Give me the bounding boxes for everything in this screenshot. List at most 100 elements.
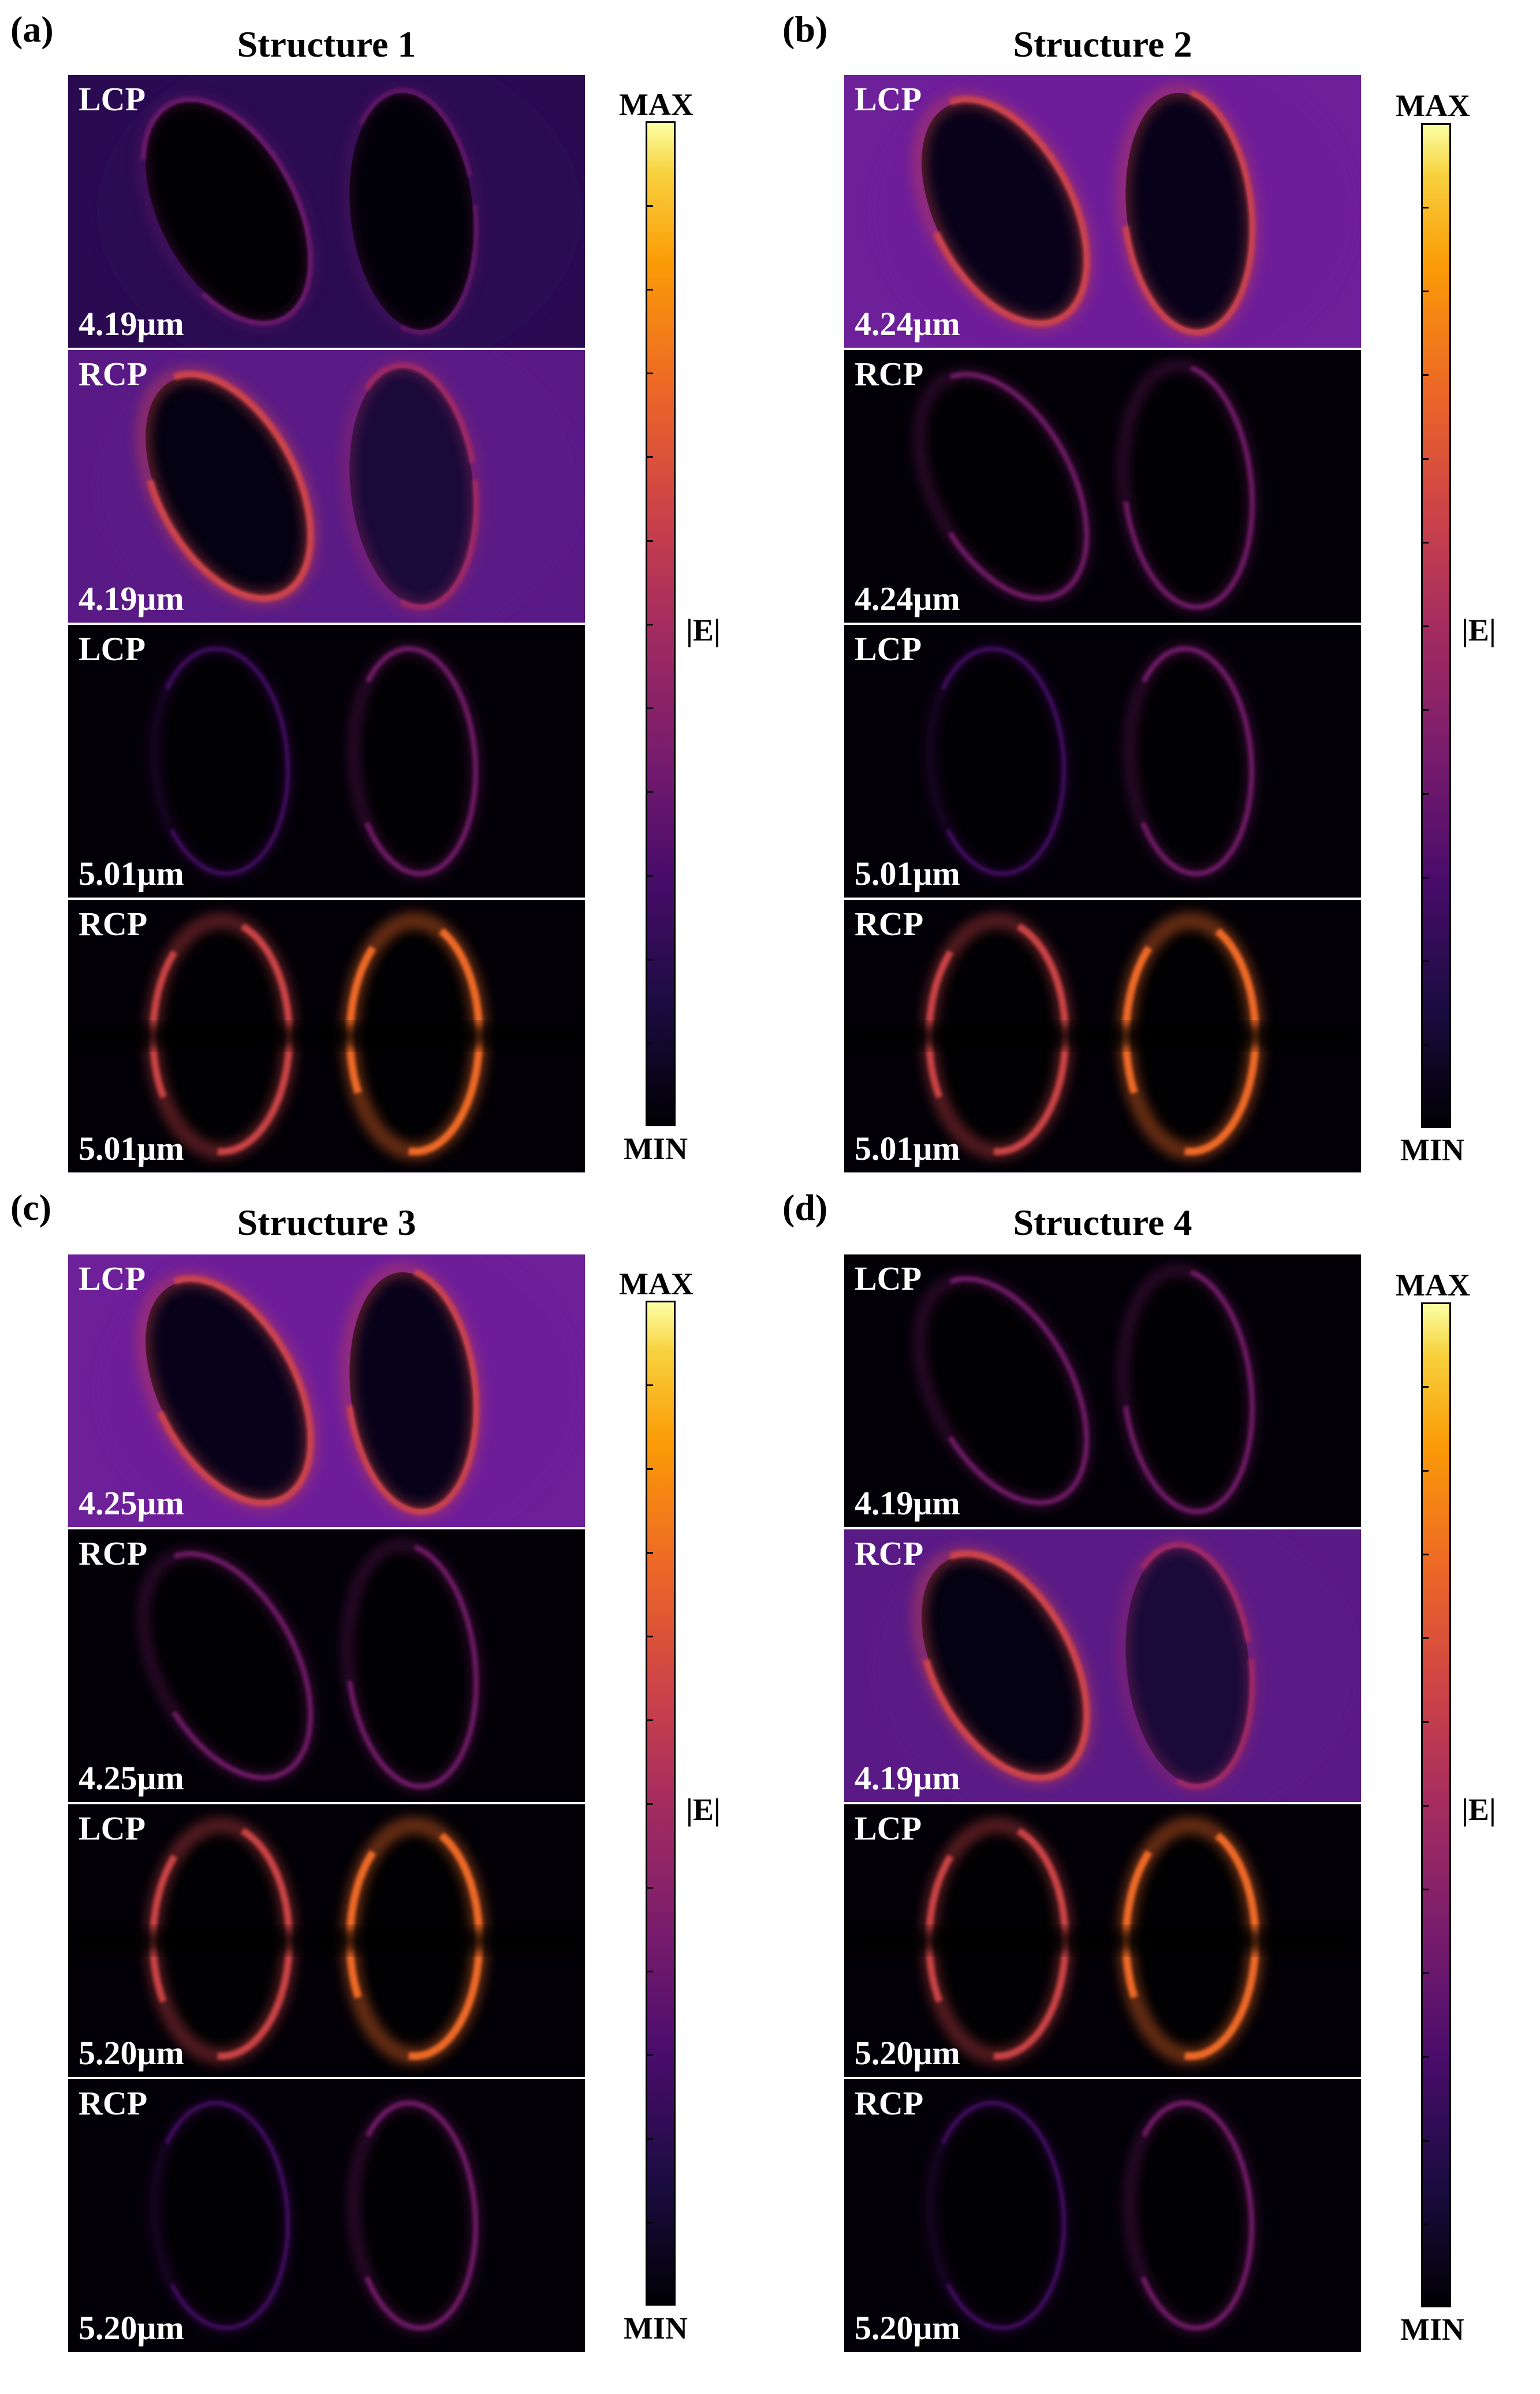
colorbar-tick (1423, 626, 1429, 627)
field-map-rcp-long: RCP 5.01μm (844, 900, 1361, 1172)
field-map-rcp-short: RCP 4.19μm (844, 1529, 1361, 1802)
colorbar-tick (647, 875, 653, 877)
colorbar-tick (647, 2222, 653, 2224)
wavelength-label: 4.24μm (855, 305, 960, 342)
colorbar-tick (1423, 1554, 1429, 1555)
colorbar-tick (1423, 458, 1429, 460)
field-intensity-map (68, 625, 585, 898)
colorbar-tick (1423, 1470, 1429, 1472)
field-map-rcp-short: RCP 4.19μm (68, 350, 585, 623)
field-map-lcp-short: LCP 4.25μm (68, 1254, 585, 1527)
field-intensity-map (68, 900, 585, 1172)
polarization-label: LCP (855, 80, 922, 118)
colorbar-quantity-label: |E| (1461, 1792, 1496, 1827)
polarization-label: RCP (79, 905, 148, 943)
colorbar-tick (647, 289, 653, 291)
wavelength-label: 5.01μm (855, 855, 960, 892)
colorbar-min-label: MIN (1400, 2312, 1464, 2347)
colorbar-tick (647, 1636, 653, 1637)
panel-label: (c) (10, 1187, 52, 1228)
colorbar-tick (647, 1803, 653, 1805)
wavelength-label: 5.01μm (855, 1130, 960, 1167)
polarization-label: RCP (855, 1535, 924, 1572)
colorbar-tick (647, 1384, 653, 1386)
panel-title: Structure 2 (1013, 24, 1192, 65)
colorbar-max-label: MAX (619, 1267, 693, 1301)
colorbar-tick (1423, 291, 1429, 292)
colorbar-tick (647, 456, 653, 458)
colorbar-tick (647, 205, 653, 207)
colorbar-quantity-label: |E| (1461, 613, 1496, 647)
colorbar-tick (1423, 1889, 1429, 1890)
colorbar-tick (647, 1719, 653, 1721)
colorbar-tick (1423, 1044, 1429, 1046)
field-map-rcp-long: RCP 5.20μm (68, 2079, 585, 2352)
wavelength-label: 4.19μm (79, 305, 184, 342)
polarization-label: RCP (79, 2084, 148, 2122)
field-intensity-map (68, 1804, 585, 2077)
field-map-lcp-short: LCP 4.19μm (844, 1254, 1361, 1527)
field-intensity-map (844, 1804, 1361, 2077)
colorbar-max-label: MAX (1396, 88, 1470, 123)
field-map-lcp-long: LCP 5.20μm (844, 1804, 1361, 2077)
field-intensity-map (844, 350, 1361, 623)
colorbar-quantity-label: |E| (686, 1792, 721, 1827)
field-intensity-map (844, 75, 1361, 348)
colorbar-tick (647, 2138, 653, 2140)
colorbar-tick (1423, 1805, 1429, 1807)
polarization-label: RCP (855, 905, 924, 943)
field-map-rcp-short: RCP 4.24μm (844, 350, 1361, 623)
field-map-rcp-short: RCP 4.25μm (68, 1529, 585, 1802)
colorbar-quantity-label: |E| (686, 613, 721, 647)
colorbar-tick (1423, 960, 1429, 962)
colorbar-tick (647, 1971, 653, 1972)
field-intensity-map (68, 2079, 585, 2352)
field-map-lcp-short: LCP 4.19μm (68, 75, 585, 348)
polarization-label: LCP (855, 1260, 922, 1297)
polarization-label: RCP (855, 2084, 924, 2122)
colorbar-tick (1423, 2140, 1429, 2142)
wavelength-label: 5.01μm (79, 1130, 184, 1167)
field-map-rcp-long: RCP 5.20μm (844, 2079, 1361, 2352)
panel-title: Structure 4 (1013, 1202, 1192, 1243)
wavelength-label: 5.20μm (79, 2309, 184, 2347)
field-intensity-map (68, 75, 585, 348)
panel-title: Structure 1 (237, 24, 416, 65)
colorbar-tick (1423, 2056, 1429, 2058)
field-map-lcp-short: LCP 4.24μm (844, 75, 1361, 348)
polarization-label: LCP (79, 80, 146, 118)
polarization-label: RCP (855, 355, 924, 393)
panel-a: (a) Structure 1 LCP 4.19μm RCP 4.19μm LCP 5… (0, 0, 768, 1178)
colorbar-tick (1423, 542, 1429, 543)
colorbar-max-label: MAX (1396, 1268, 1470, 1302)
wavelength-label: 4.19μm (79, 580, 184, 617)
field-intensity-map (844, 900, 1361, 1172)
colorbar-tick (1423, 374, 1429, 376)
panel-title: Structure 3 (237, 1202, 416, 1243)
colorbar-min-label: MIN (624, 1131, 688, 1166)
wavelength-label: 5.20μm (855, 2034, 960, 2072)
panel-d: (d) Structure 4 LCP 4.19μm RCP 4.19μm LCP 5… (772, 1178, 1540, 2394)
polarization-label: LCP (855, 630, 922, 668)
polarization-label: LCP (79, 1810, 146, 1847)
field-map-lcp-long: LCP 5.01μm (68, 625, 585, 898)
field-intensity-map (68, 350, 585, 623)
field-intensity-map (68, 1254, 585, 1527)
colorbar-tick (1423, 1972, 1429, 1974)
colorbar-tick (647, 791, 653, 793)
colorbar-tick (1423, 1386, 1429, 1388)
colorbar-tick (647, 624, 653, 626)
colorbar-tick (647, 373, 653, 374)
field-map-lcp-long: LCP 5.20μm (68, 1804, 585, 2077)
polarization-label: LCP (855, 1810, 922, 1847)
wavelength-label: 4.19μm (855, 1759, 960, 1797)
colorbar-tick (1423, 1721, 1429, 1723)
colorbar-tick (647, 2054, 653, 2056)
field-intensity-map (844, 2079, 1361, 2352)
colorbar-tick (1423, 2224, 1429, 2225)
colorbar-min-label: MIN (624, 2311, 688, 2345)
colorbar-tick (647, 1552, 653, 1554)
polarization-label: LCP (79, 630, 146, 668)
colorbar-tick (1423, 709, 1429, 711)
panel-label: (d) (782, 1187, 828, 1228)
